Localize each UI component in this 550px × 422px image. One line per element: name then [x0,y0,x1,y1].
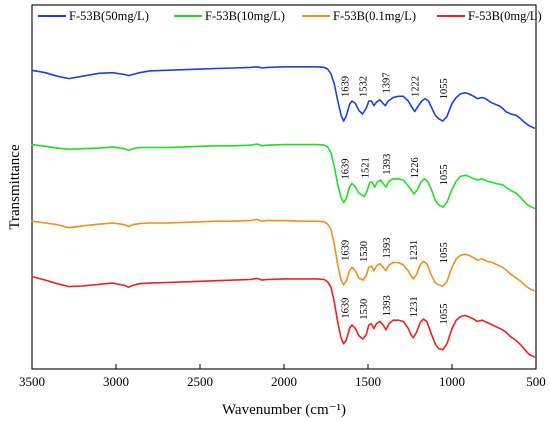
peak-label: 1055 [439,164,450,185]
peak-label: 1639 [341,159,352,180]
peak-label: 1530 [359,241,370,262]
peak-label: 1393 [382,154,393,175]
x-tick-label: 3000 [103,374,129,389]
x-tick-label: 1000 [439,374,465,389]
peak-label: 1231 [409,240,420,261]
y-axis-title: Transmittance [7,144,23,230]
x-tick-label: 500 [526,374,546,389]
peak-label: 1222 [411,76,422,97]
peak-label: 1532 [359,76,370,97]
x-tick-label: 1500 [355,374,381,389]
x-axis-ticks: 3500 3000 2500 2000 1500 1000 500 [19,364,546,389]
legend: F-53B(50mg/L) F-53B(10mg/L) F-53B(0.1mg/L)… [38,9,542,23]
peak-label: 1397 [381,73,392,94]
peak-label-layer: 1639 1532 1397 1222 1055 1639 1521 1393 1226 1055… [341,73,450,325]
series-line-3 [31,275,536,358]
peak-label: 1055 [439,78,450,99]
peak-label: 1055 [439,304,450,325]
series-line-2 [31,218,536,292]
legend-label-0: F-53B(50mg/L) [69,9,149,23]
peak-label: 1530 [359,299,370,320]
peak-label: 1639 [341,240,352,261]
plot-frame [31,4,537,370]
legend-label-1: F-53B(10mg/L) [205,9,285,23]
series-line-1 [31,143,536,210]
legend-label-3: F-53B(0mg/L) [468,9,542,23]
legend-label-2: F-53B(0.1mg/L) [333,9,416,23]
series-line-0 [31,66,536,129]
series-layer [31,66,536,358]
x-tick-label: 2500 [187,374,213,389]
x-tick-label: 2000 [271,374,297,389]
peak-label: 1226 [410,157,421,178]
peak-label: 1521 [361,157,372,178]
x-tick-label: 3500 [19,374,45,389]
peak-label: 1639 [341,76,352,97]
peak-label: 1055 [439,242,450,263]
peak-label: 1393 [382,238,393,259]
peak-label: 1393 [382,295,393,316]
peak-label: 1231 [409,296,420,317]
peak-label: 1639 [341,298,352,319]
x-axis-title: Wavenumber (cm⁻¹) [222,402,346,418]
